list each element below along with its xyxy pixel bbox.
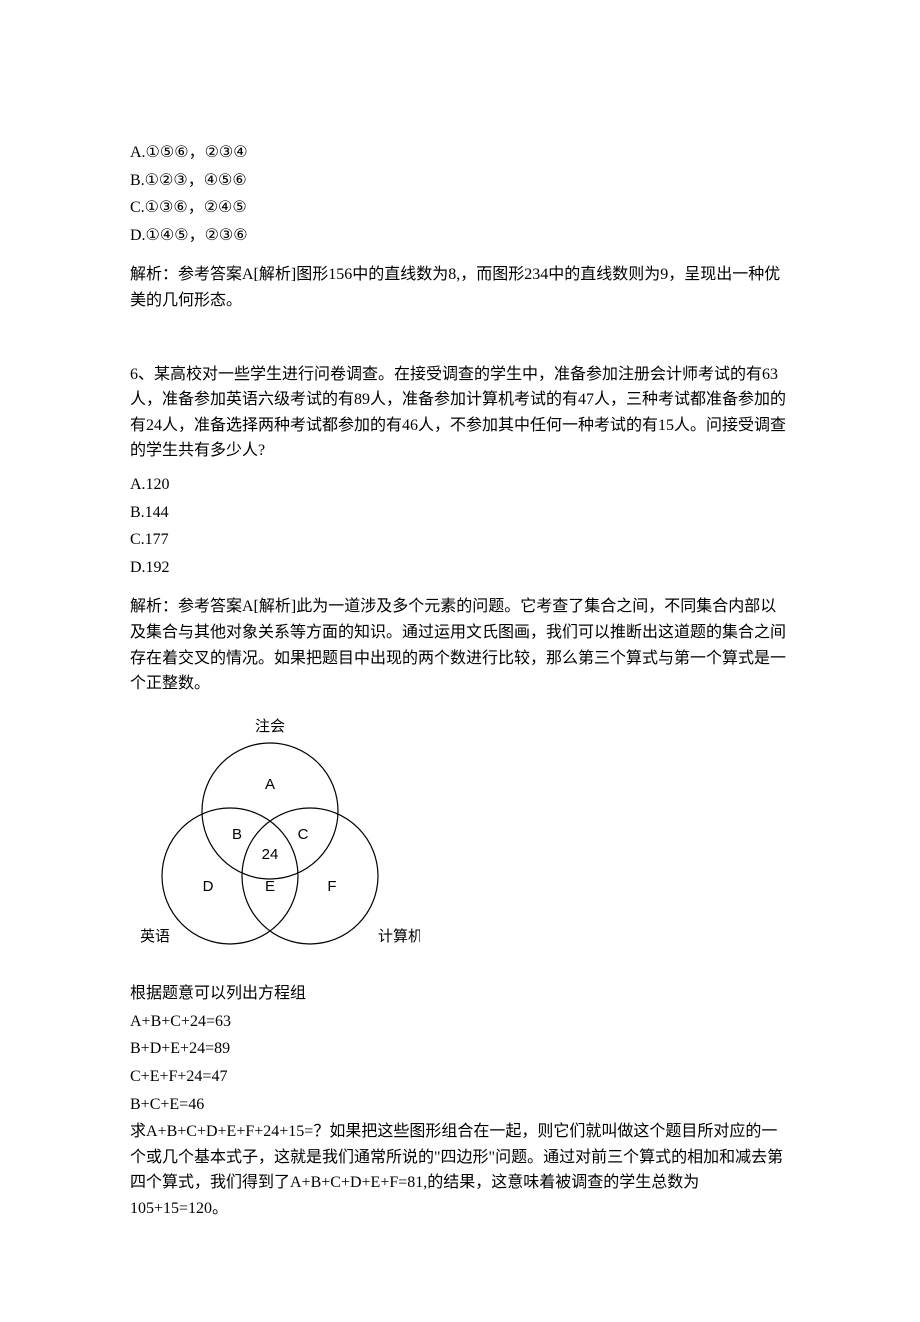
q5-explanation: 解析：参考答案A[解析]图形156中的直线数为8,，而图形234中的直线数则为9… xyxy=(130,262,790,313)
q5-option-c: C.①③⑥，②④⑤ xyxy=(130,195,790,221)
q6-stem-text: 6、某高校对一些学生进行问卷调查。在接受调查的学生中，准备参加注册会计师考试的有… xyxy=(130,366,786,460)
q5-options: A.①⑤⑥，②③④ B.①②③，④⑤⑥ C.①③⑥，②④⑤ D.①④⑤，②③⑥ xyxy=(130,140,790,248)
eq-lead: 根据题意可以列出方程组 xyxy=(130,981,790,1007)
q6-option-a: A.120 xyxy=(130,472,790,498)
venn-region-c: C xyxy=(298,826,309,843)
venn-region-b: B xyxy=(232,826,242,843)
venn-label-top: 注会 xyxy=(255,718,285,735)
eq -3: C+E+F+24=47 xyxy=(130,1064,790,1090)
eq-2: B+D+E+24=89 xyxy=(130,1036,790,1062)
q5-option-a: A.①⑤⑥，②③④ xyxy=(130,140,790,166)
q6-option-b: B.144 xyxy=(130,500,790,526)
venn-label-left: 英语 xyxy=(140,927,170,945)
q6-stem: 6、某高校对一些学生进行问卷调查。在接受调查的学生中，准备参加注册会计师考试的有… xyxy=(130,362,790,464)
venn-region-d: D xyxy=(203,878,214,895)
eq-4: B+C+E=46 xyxy=(130,1092,790,1118)
venn-region-e: E xyxy=(265,878,275,895)
venn-label-right: 计算机 xyxy=(378,927,420,945)
venn-center: 24 xyxy=(262,846,279,863)
equation-block: 根据题意可以列出方程组 A+B+C+24=63 B+D+E+24=89 C+E+… xyxy=(130,981,790,1117)
q6-option-d: D.192 xyxy=(130,555,790,581)
q6-option-c: C.177 xyxy=(130,527,790,553)
q5-option-b: B.①②③，④⑤⑥ xyxy=(130,168,790,194)
q6-explanation-1: 解析：参考答案A[解析]此为一道涉及多个元素的问题。它考查了集合之间，不同集合内… xyxy=(130,594,790,696)
venn-region-a: A xyxy=(265,776,275,793)
eq-1: A+B+C+24=63 xyxy=(130,1009,790,1035)
q6-explanation-2: 求A+B+C+D+E+F+24+15=？如果把这些图形组合在一起，则它们就叫做这… xyxy=(130,1119,790,1221)
venn-diagram: 注会 英语 计算机 A B C 24 D E F xyxy=(120,711,790,980)
venn-region-f: F xyxy=(327,878,336,895)
q6-block: 6、某高校对一些学生进行问卷调查。在接受调查的学生中，准备参加注册会计师考试的有… xyxy=(130,362,790,1222)
q5-option-d: D.①④⑤，②③⑥ xyxy=(130,223,790,249)
